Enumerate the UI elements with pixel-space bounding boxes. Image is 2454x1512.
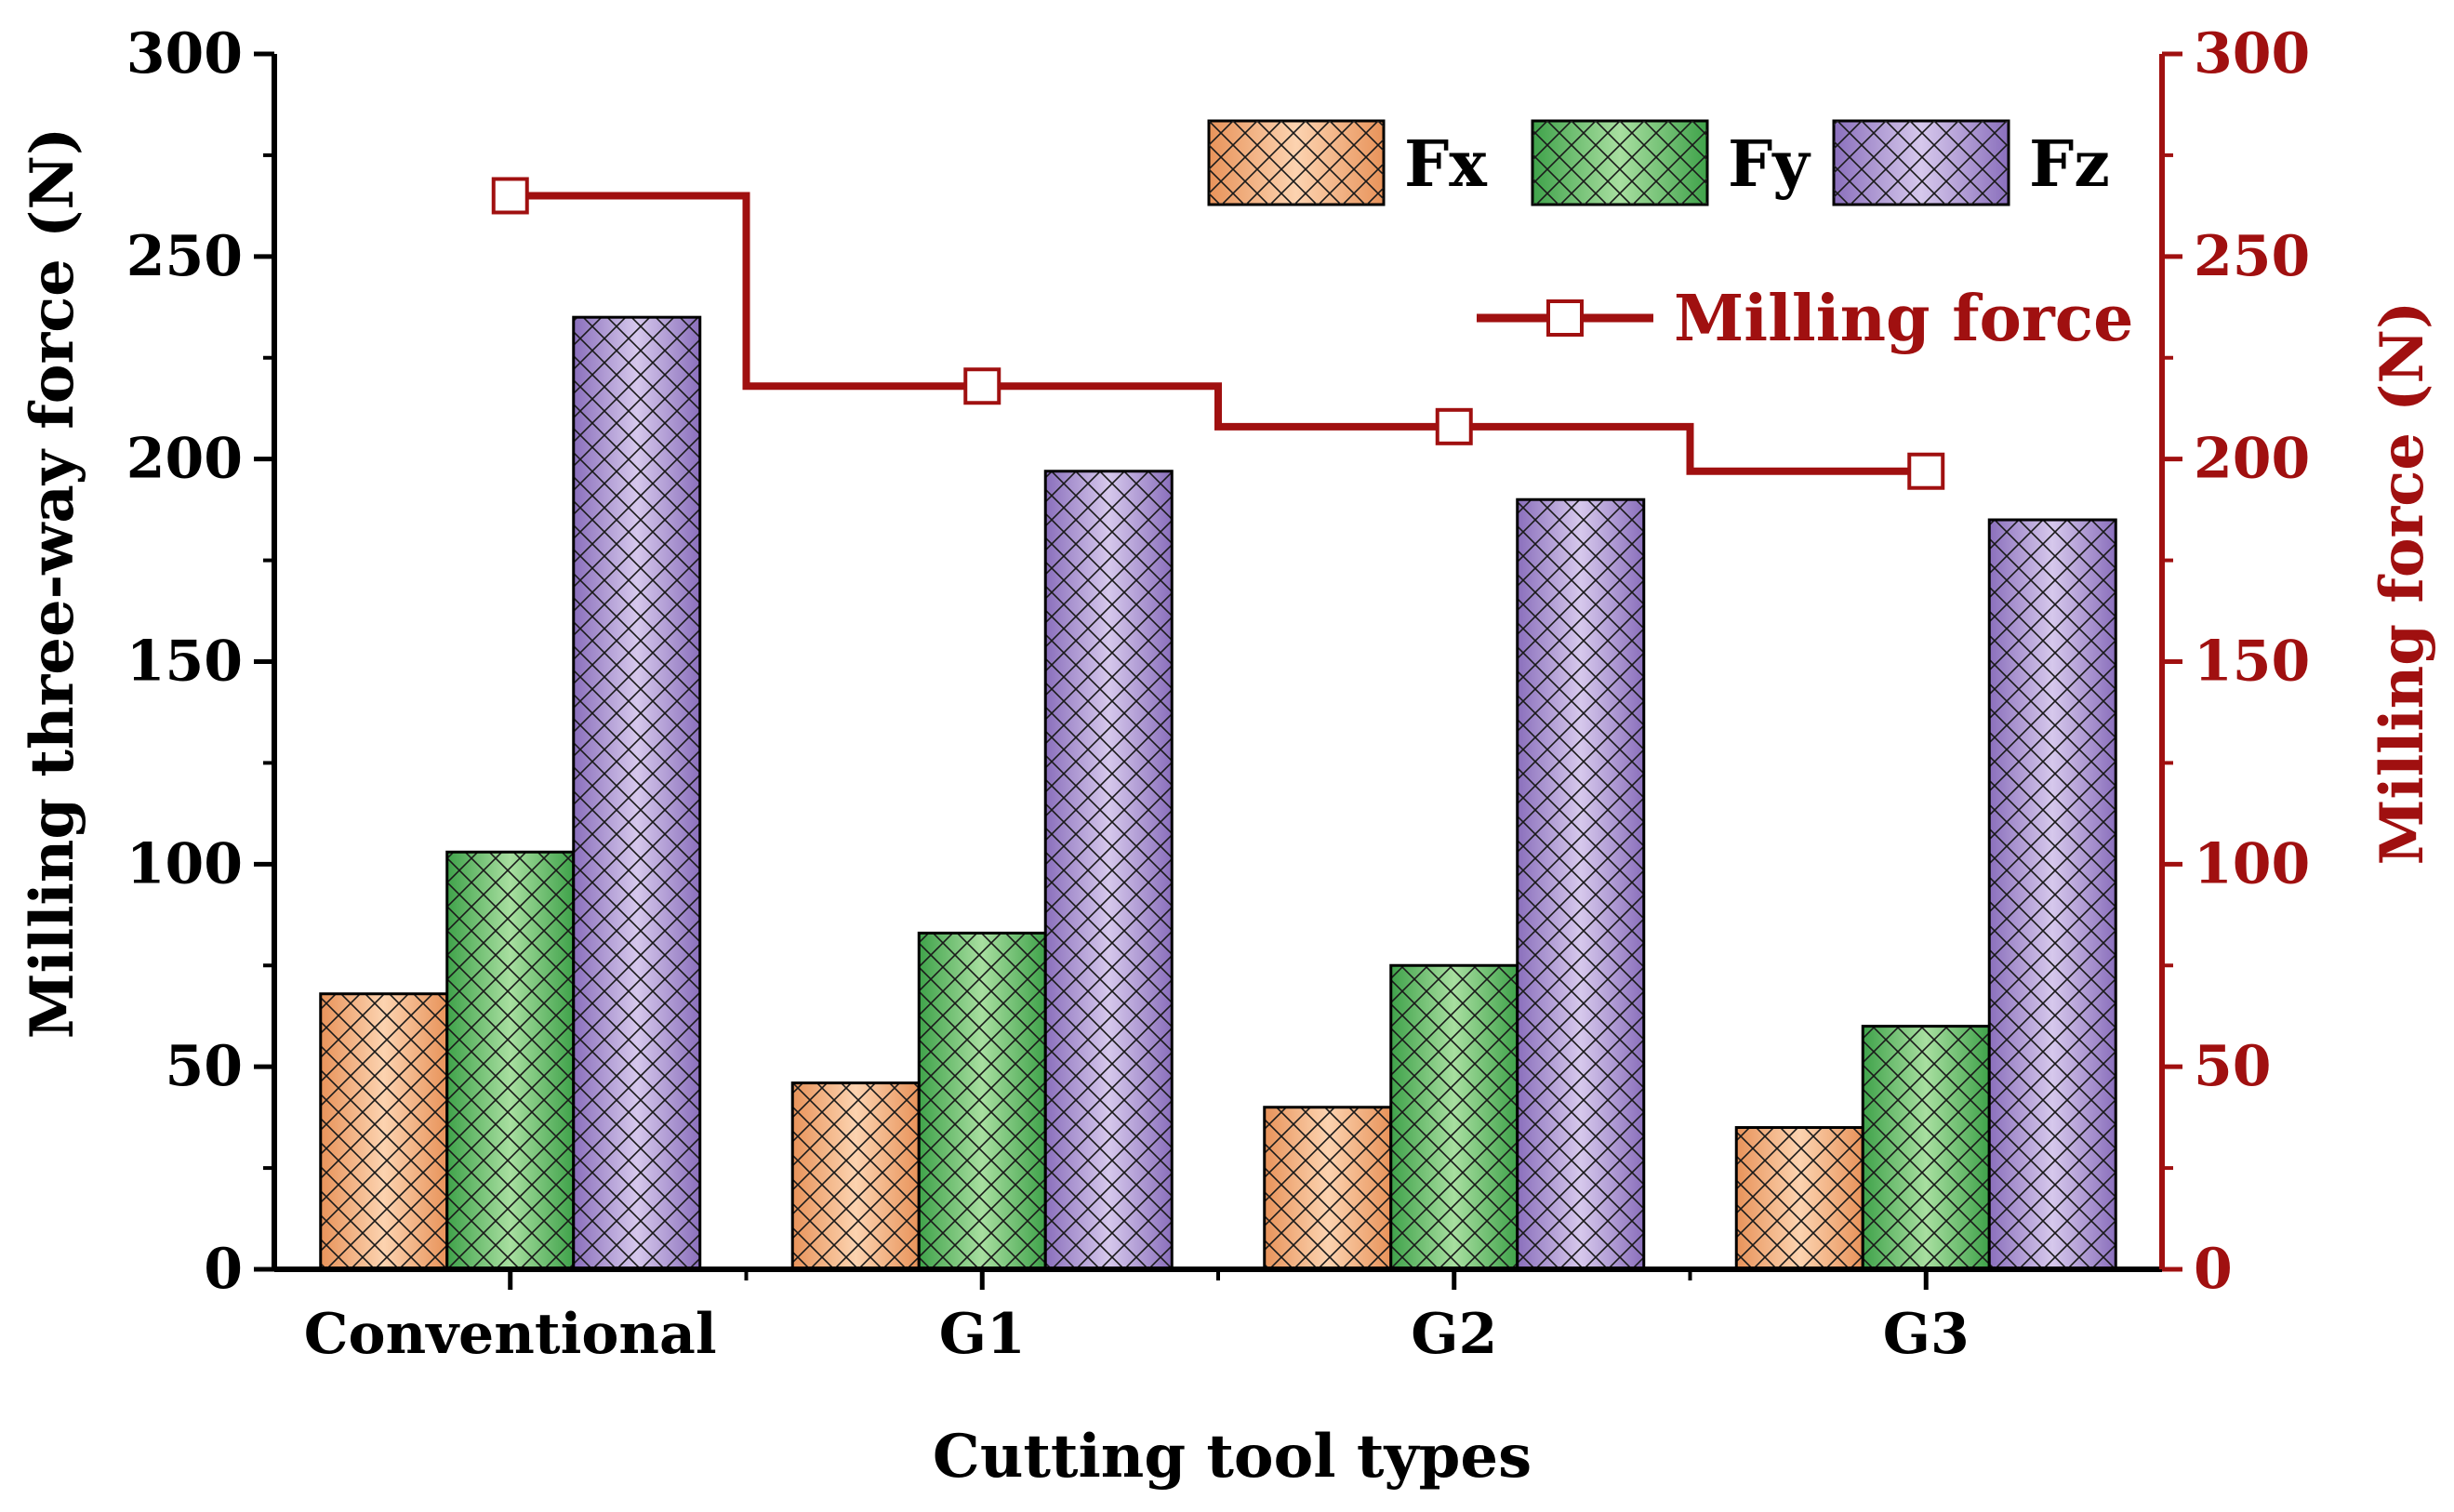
bar-fy-g1	[917, 931, 1047, 1271]
y-tick-label: 0	[204, 1237, 243, 1302]
legend: Fx Fy Fz Milling force	[1207, 119, 2133, 356]
y-axis-title: Milling three-way force (N)	[18, 127, 87, 1039]
bar-fy-g3	[1861, 1025, 1991, 1271]
bar-fz-g2	[1516, 497, 1646, 1271]
x-axis-title: Cutting tool types	[933, 1422, 1532, 1492]
milling-force-line-layer	[491, 177, 1945, 490]
legend-item-fx: Fx	[1207, 119, 1487, 206]
y-tick-label: 150	[126, 630, 243, 695]
y2-tick-label: 150	[2194, 630, 2310, 695]
y-tick-label: 300	[126, 21, 243, 86]
milling-force-marker-g1	[963, 367, 1001, 405]
legend-label-fz: Fz	[2029, 127, 2110, 202]
milling-force-marker-g2	[1435, 407, 1473, 445]
y-tick-label: 200	[126, 427, 243, 492]
bar-fx-g2	[1263, 1106, 1393, 1271]
x-tick-label-g1: G1	[939, 1302, 1026, 1367]
y-tick-label: 100	[126, 831, 243, 896]
y-tick-label: 250	[126, 224, 243, 289]
x-tick-label-g3: G3	[1883, 1302, 1970, 1367]
milling-force-marker-g3	[1907, 452, 1945, 490]
legend-marker-milling-force	[1546, 299, 1584, 337]
bar-fx-g3	[1734, 1126, 1864, 1271]
y2-tick-label: 200	[2194, 427, 2310, 492]
y2-tick-label: 0	[2194, 1237, 2233, 1302]
y2-tick-label: 100	[2194, 831, 2310, 896]
bar-fx-g1	[790, 1081, 921, 1271]
y2-tick-label: 50	[2194, 1034, 2272, 1099]
axes-layer: 0 0 50 50 100 100 150 150 200 200 250 250 300 300 Conv…	[126, 21, 2311, 1367]
y2-tick-label: 300	[2194, 21, 2310, 86]
legend-item-milling-force: Milling force	[1477, 282, 2133, 356]
x-tick-label-conventional: Conventional	[304, 1302, 717, 1367]
bar-fz-conventional	[572, 315, 702, 1271]
bar-fz-g3	[1987, 518, 2117, 1271]
bar-fx-conventional	[319, 992, 449, 1271]
x-tick-label-g2: G2	[1411, 1302, 1497, 1367]
y2-tick-label: 250	[2194, 224, 2310, 289]
bar-fy-g2	[1389, 963, 1519, 1271]
y2-axis-title: Milling force (N)	[2368, 301, 2437, 866]
legend-item-fz: Fz	[1832, 119, 2110, 206]
bar-fz-g1	[1043, 470, 1174, 1271]
milling-force-marker-conventional	[491, 177, 529, 215]
legend-label-milling-force: Milling force	[1674, 282, 2133, 356]
milling-force-line	[510, 192, 1927, 475]
y-tick-label: 50	[166, 1034, 244, 1099]
bar-fy-conventional	[445, 850, 576, 1271]
legend-label-fx: Fx	[1404, 127, 1487, 202]
legend-item-fy: Fy	[1531, 119, 1811, 206]
legend-label-fy: Fy	[1728, 127, 1811, 202]
bars-layer	[319, 315, 2117, 1271]
